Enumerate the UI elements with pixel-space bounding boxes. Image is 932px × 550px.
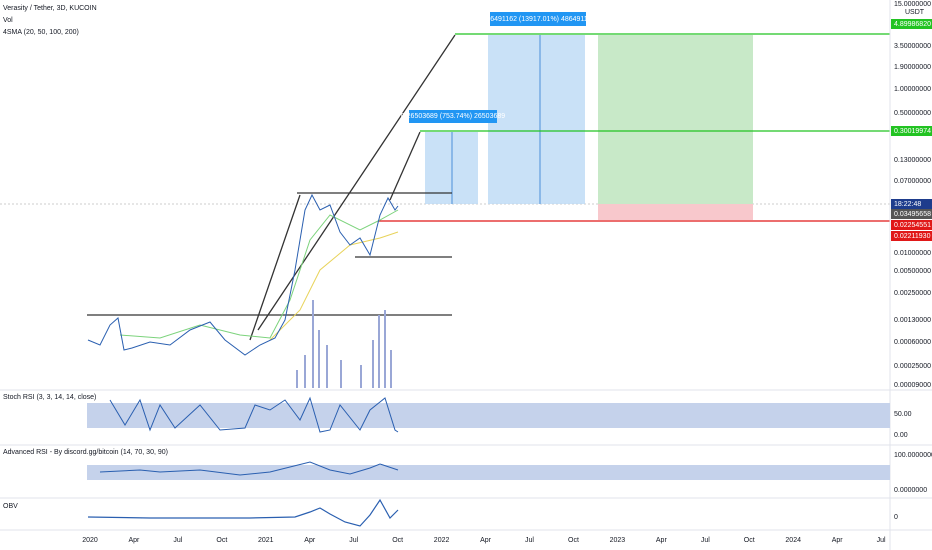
price-tag	[891, 231, 932, 241]
time-label: Apr	[832, 537, 844, 544]
indicator: 4SMA (20, 50, 100, 200)	[3, 29, 79, 36]
annotation: 4.86491162 (13917.01%) 486491162	[481, 16, 596, 23]
annotation: 0.26503689 (753.74%) 26503689	[401, 113, 505, 120]
price-tag	[891, 199, 932, 209]
time-label: Oct	[392, 537, 403, 544]
time-label: 2020	[82, 537, 98, 544]
obv-line	[87, 498, 399, 527]
time-label: Oct	[568, 537, 579, 544]
price-label: 0.00500000	[894, 268, 931, 275]
time-label: Oct	[744, 537, 755, 544]
time-label: Jul	[525, 537, 534, 544]
time-label: 2021	[258, 537, 274, 544]
time-label: 2024	[785, 537, 801, 544]
price-label: 0.00025000	[894, 363, 931, 370]
pane-title: OBV	[3, 503, 18, 510]
price-label: 3.50000000	[894, 43, 931, 50]
price-tag-label: 0.30019974	[894, 128, 931, 135]
pane-axis-label: 0.00	[894, 432, 908, 439]
annotation-boxes	[409, 12, 586, 123]
sma	[269, 231, 399, 341]
time-label: Apr	[304, 537, 316, 544]
rsi-band	[87, 465, 890, 480]
price-label: 15.0000000	[894, 1, 931, 8]
pane-title: Advanced RSI - By discord.gg/bitcoin (14…	[3, 449, 168, 456]
price-tag-label: 0.02254551	[894, 222, 931, 229]
price-label: 0.07000000	[894, 178, 931, 185]
indicator: Vol	[3, 17, 13, 24]
price-tag-label: 4.89986820	[894, 21, 931, 28]
time-label: 2023	[610, 537, 626, 544]
price-label: 0.00009000	[894, 382, 931, 389]
pane-axis-label: 50.00	[894, 411, 912, 418]
time-label: Jul	[877, 537, 886, 544]
stoch-line	[109, 396, 399, 433]
symbol: Verasity / Tether, 3D, KUCOIN	[3, 5, 97, 12]
sma	[119, 209, 399, 339]
rsi-line	[99, 461, 399, 476]
stoch-band	[87, 403, 890, 428]
price-label: 0.13000000	[894, 157, 931, 164]
time-label: 2022	[434, 537, 450, 544]
pane-axis-label: 0.0000000	[894, 487, 927, 494]
price-tag-label: 0.03495658	[894, 211, 931, 218]
pane-axis-label: 100.0000000	[894, 452, 932, 459]
price-tag	[891, 19, 932, 29]
price-series	[87, 193, 399, 356]
drawings	[87, 34, 456, 341]
profit-zone	[598, 35, 753, 204]
loss-zone	[598, 204, 753, 220]
price-label: 1.90000000	[894, 64, 931, 71]
price-label: 1.00000000	[894, 86, 931, 93]
price-tag-label: 18:22:48	[894, 201, 921, 208]
pane-axis-label: 0	[894, 514, 898, 521]
price-label: 0.50000000	[894, 110, 931, 117]
price-label: 0.01000000	[894, 250, 931, 257]
time-label: Jul	[173, 537, 182, 544]
price-tag-label: 0.02211930	[894, 233, 931, 240]
price-label: 0.00130000	[894, 317, 931, 324]
pane-title: Stoch RSI (3, 3, 14, 14, close)	[3, 394, 96, 401]
target2-zone	[488, 35, 585, 204]
time-label: Jul	[349, 537, 358, 544]
time-label: Jul	[701, 537, 710, 544]
time-label: Oct	[216, 537, 227, 544]
price-tag	[891, 220, 932, 230]
price-tag	[891, 209, 932, 219]
time-label: Apr	[480, 537, 492, 544]
time-label: Apr	[656, 537, 668, 544]
price-tag	[891, 126, 932, 136]
time-label: Apr	[128, 537, 140, 544]
unit: USDT	[905, 9, 925, 16]
price-label: 0.00060000	[894, 339, 931, 346]
price-label: 0.00250000	[894, 290, 931, 297]
volume-bars	[296, 300, 392, 388]
